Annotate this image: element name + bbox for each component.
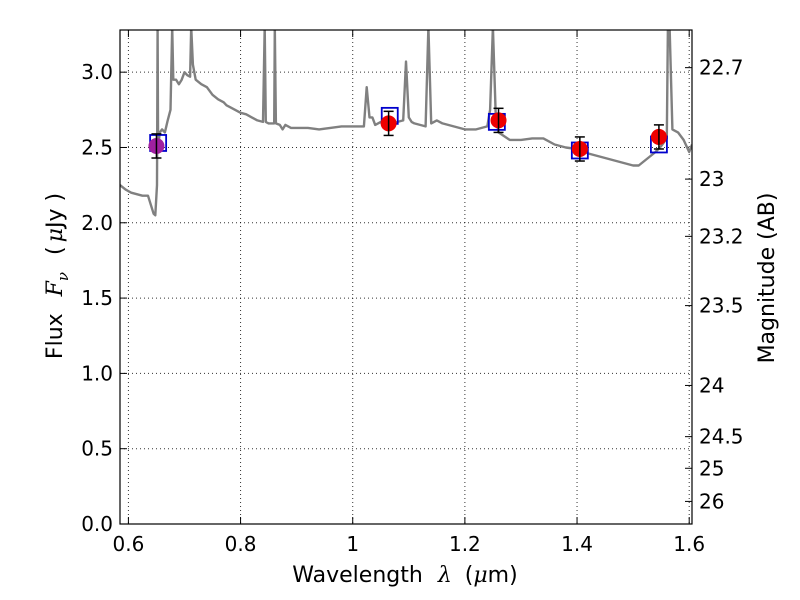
y2-tick-label: 22.7 — [699, 56, 744, 80]
y-tick-label: 1.5 — [81, 286, 113, 310]
y2-tick-label: 24.5 — [699, 425, 744, 449]
y2-tick-label: 25 — [699, 456, 724, 480]
y-tick-label: 2.0 — [81, 211, 113, 235]
plot-area — [120, 30, 692, 217]
grid — [120, 30, 692, 525]
y-tick-label: 3.0 — [81, 60, 113, 84]
x-tick-label: 1.6 — [673, 532, 705, 556]
y2-tick-label: 24 — [699, 373, 724, 397]
y2-tick-label: 26 — [699, 489, 724, 513]
x-tick-label: 1.2 — [449, 532, 481, 556]
y2-tick-label: 23 — [699, 167, 724, 191]
y2-tick-label: 23.2 — [699, 224, 744, 248]
y-tick-label: 1.0 — [81, 361, 113, 385]
y2-axis-ticks: 22.7 23 23.2 23.5 24 24.5 25 26 — [685, 56, 744, 513]
x-tick-label: 0.8 — [225, 532, 257, 556]
x-tick-label: 1 — [346, 532, 359, 556]
x-axis-label: Wavelength λ (μm) — [292, 563, 517, 588]
y-axis-ticks: 0.0 0.5 1.0 1.5 2.0 2.5 3.0 — [81, 60, 127, 536]
x-axis-ticks: 0.6 0.8 1 1.2 1.4 1.6 — [113, 30, 705, 556]
x-tick-label: 1.4 — [561, 532, 593, 556]
error-bars — [151, 107, 664, 162]
y-tick-label: 2.5 — [81, 135, 113, 159]
y2-tick-label: 23.5 — [699, 294, 744, 318]
x-tick-label: 0.6 — [113, 532, 145, 556]
model-spectrum-line — [120, 30, 692, 217]
model-spectrum — [120, 30, 692, 217]
y-axis-label: Flux Fν (μJy ) — [43, 193, 74, 359]
observed-photometry — [148, 112, 667, 157]
plot-frame — [119, 29, 693, 525]
y2-axis-label: Magnitude (AB) — [755, 193, 780, 364]
y-tick-label: 0.0 — [81, 512, 113, 536]
y-tick-label: 0.5 — [81, 437, 113, 461]
